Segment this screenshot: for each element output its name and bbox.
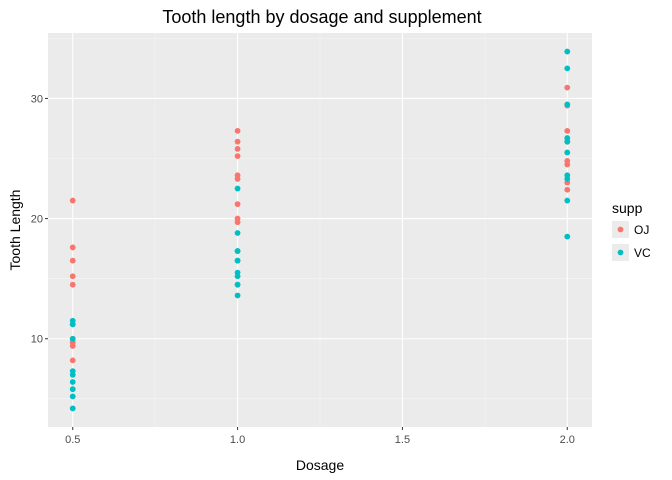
point-oj xyxy=(69,244,76,251)
point-vc xyxy=(69,405,76,412)
point-vc xyxy=(234,292,241,299)
point-oj xyxy=(234,201,241,208)
legend-title: supp xyxy=(612,200,643,216)
point-oj xyxy=(234,215,241,222)
y-tick-label: 10 xyxy=(31,334,43,346)
legend-label-vc: VC xyxy=(634,246,651,260)
point-vc xyxy=(564,149,571,156)
point-vc xyxy=(564,135,571,141)
point-vc xyxy=(564,101,571,108)
point-oj xyxy=(69,257,76,264)
point-oj xyxy=(564,186,571,193)
major-gridlines xyxy=(48,33,592,427)
point-oj xyxy=(564,127,571,134)
point-oj xyxy=(234,145,241,152)
x-tick-label: 1.0 xyxy=(230,434,245,446)
y-axis-title: Tooth Length xyxy=(7,190,23,271)
point-vc xyxy=(234,257,241,264)
x-tick-label: 2.0 xyxy=(560,434,575,446)
point-vc xyxy=(69,386,76,393)
point-vc xyxy=(69,393,76,400)
point-oj xyxy=(69,197,76,204)
legend-point-oj xyxy=(617,226,624,233)
point-vc xyxy=(69,321,76,328)
point-vc xyxy=(234,248,241,254)
point-oj xyxy=(69,273,76,280)
point-vc xyxy=(564,48,571,55)
point-oj xyxy=(564,158,571,164)
point-vc xyxy=(69,335,76,342)
point-vc xyxy=(69,371,76,378)
point-vc xyxy=(564,197,571,204)
point-vc xyxy=(564,65,571,72)
x-axis-ticks: 0.5 1.0 1.5 2.0 xyxy=(65,427,575,446)
legend-entries: OJ VC xyxy=(612,221,651,261)
x-axis-title: Dosage xyxy=(296,457,344,473)
point-vc xyxy=(234,185,241,192)
point-oj xyxy=(234,138,241,145)
point-oj xyxy=(69,281,76,288)
point-vc xyxy=(234,230,241,236)
point-oj xyxy=(69,357,76,364)
point-oj xyxy=(234,153,241,160)
legend: supp OJ VC xyxy=(612,200,651,261)
point-vc xyxy=(234,269,241,276)
legend-label-oj: OJ xyxy=(634,223,649,237)
y-tick-label: 30 xyxy=(31,93,43,105)
y-tick-label: 20 xyxy=(31,214,43,226)
point-oj xyxy=(234,172,241,179)
x-tick-label: 1.5 xyxy=(395,434,410,446)
x-tick-label: 0.5 xyxy=(65,434,80,446)
point-vc xyxy=(69,379,76,385)
y-axis-ticks: 10 20 30 xyxy=(31,93,48,346)
point-vc xyxy=(564,233,571,240)
point-oj xyxy=(564,84,571,91)
chart-title: Tooth length by dosage and supplement xyxy=(162,7,481,27)
legend-point-vc xyxy=(617,249,624,256)
point-oj xyxy=(234,127,241,134)
point-vc xyxy=(564,176,571,182)
data-points xyxy=(69,48,571,412)
point-vc xyxy=(234,281,241,288)
